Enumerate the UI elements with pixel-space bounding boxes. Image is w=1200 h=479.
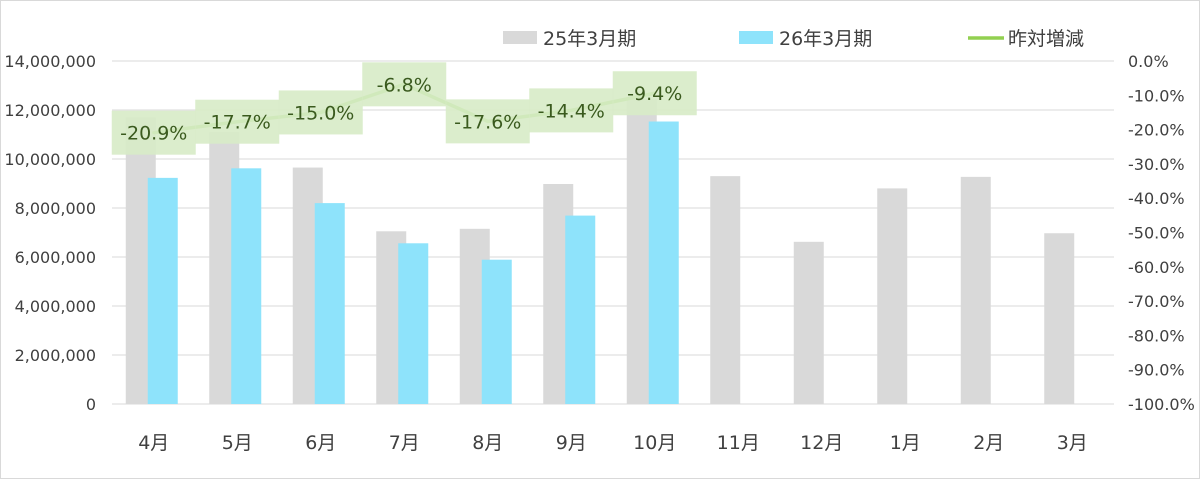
yoy-label-box xyxy=(111,110,196,155)
x-tick-label: 12月 xyxy=(800,432,843,454)
left-tick-label: 0 xyxy=(86,395,96,414)
yoy-label-box xyxy=(195,99,280,144)
bars xyxy=(125,98,1075,405)
bar-prev xyxy=(1044,233,1075,404)
right-tick-label: -10.0% xyxy=(1128,86,1185,105)
yoy-label-box xyxy=(362,62,447,107)
left-tick-label: 4,000,000 xyxy=(15,297,96,316)
bar-curr xyxy=(314,203,345,404)
yoy-label: -14.4% xyxy=(538,100,605,122)
x-tick-label: 7月 xyxy=(389,432,420,454)
x-tick-label: 5月 xyxy=(222,432,253,454)
right-tick-label: -50.0% xyxy=(1128,224,1185,243)
left-tick-label: 10,000,000 xyxy=(4,150,96,169)
right-tick-label: -20.0% xyxy=(1128,121,1185,140)
data-labels: -20.9% -17.7% -15.0% -6.8% -17.6% -14.4% -9.4% xyxy=(111,62,697,155)
right-tick-label: -100.0% xyxy=(1128,395,1195,414)
yoy-label: -15.0% xyxy=(287,102,354,124)
bar-curr xyxy=(147,177,178,404)
x-tick-label: 1月 xyxy=(890,432,921,454)
legend-label: 25年3月期 xyxy=(543,28,636,50)
left-tick-label: 14,000,000 xyxy=(4,52,96,71)
left-tick-label: 12,000,000 xyxy=(4,101,96,120)
yoy-label: -20.9% xyxy=(120,123,187,145)
x-tick-label: 4月 xyxy=(138,432,169,454)
x-axis-ticks: 4月 5月 6月 7月 8月 9月 10月 11月 12月 1月 2月 3月 xyxy=(138,432,1088,454)
bar-curr xyxy=(231,168,262,404)
legend-swatch xyxy=(739,31,773,44)
yoy-label: -17.7% xyxy=(204,112,271,134)
left-tick-label: 8,000,000 xyxy=(15,199,96,218)
yoy-label: -9.4% xyxy=(627,83,682,105)
left-tick-label: 6,000,000 xyxy=(15,248,96,267)
x-tick-label: 9月 xyxy=(556,432,587,454)
bar-curr xyxy=(648,121,679,404)
yoy-label: -17.6% xyxy=(454,111,521,133)
bar-prev xyxy=(877,188,908,404)
x-tick-label: 10月 xyxy=(633,432,676,454)
bar-prev xyxy=(960,176,991,404)
x-tick-label: 2月 xyxy=(973,432,1004,454)
x-tick-label: 3月 xyxy=(1057,432,1088,454)
bar-curr xyxy=(398,243,429,404)
bar-curr xyxy=(565,215,596,404)
left-axis-ticks: 0 2,000,000 4,000,000 6,000,000 8,000,000 10,… xyxy=(4,52,96,414)
right-tick-label: -70.0% xyxy=(1128,292,1185,311)
right-tick-label: -80.0% xyxy=(1128,326,1185,345)
legend-swatch xyxy=(503,31,537,44)
x-tick-label: 8月 xyxy=(472,432,503,454)
right-tick-label: -60.0% xyxy=(1128,258,1185,277)
bar-curr xyxy=(481,259,512,404)
right-tick-label: -40.0% xyxy=(1128,189,1185,208)
x-tick-label: 11月 xyxy=(717,432,760,454)
right-tick-label: -90.0% xyxy=(1128,361,1185,380)
yoy-label-box xyxy=(278,90,363,135)
legend-label: 26年3月期 xyxy=(779,28,872,50)
yoy-label: -6.8% xyxy=(377,74,432,96)
legend: 25年3月期 26年3月期 昨対増減 xyxy=(503,28,1084,50)
x-tick-label: 6月 xyxy=(305,432,336,454)
bar-prev xyxy=(793,241,824,404)
yoy-label-box xyxy=(445,99,530,144)
yoy-label-box xyxy=(529,88,614,133)
grid-lines xyxy=(112,60,1114,405)
bar-prev xyxy=(710,176,741,404)
right-tick-label: 0.0% xyxy=(1128,52,1169,71)
legend-label: 昨対増減 xyxy=(1008,28,1084,50)
right-axis-ticks: 0.0% -10.0% -20.0% -30.0% -40.0% -50.0% -60.0%… xyxy=(1128,52,1195,414)
yoy-label-box xyxy=(612,71,697,116)
right-tick-label: -30.0% xyxy=(1128,155,1185,174)
left-tick-label: 2,000,000 xyxy=(15,346,96,365)
